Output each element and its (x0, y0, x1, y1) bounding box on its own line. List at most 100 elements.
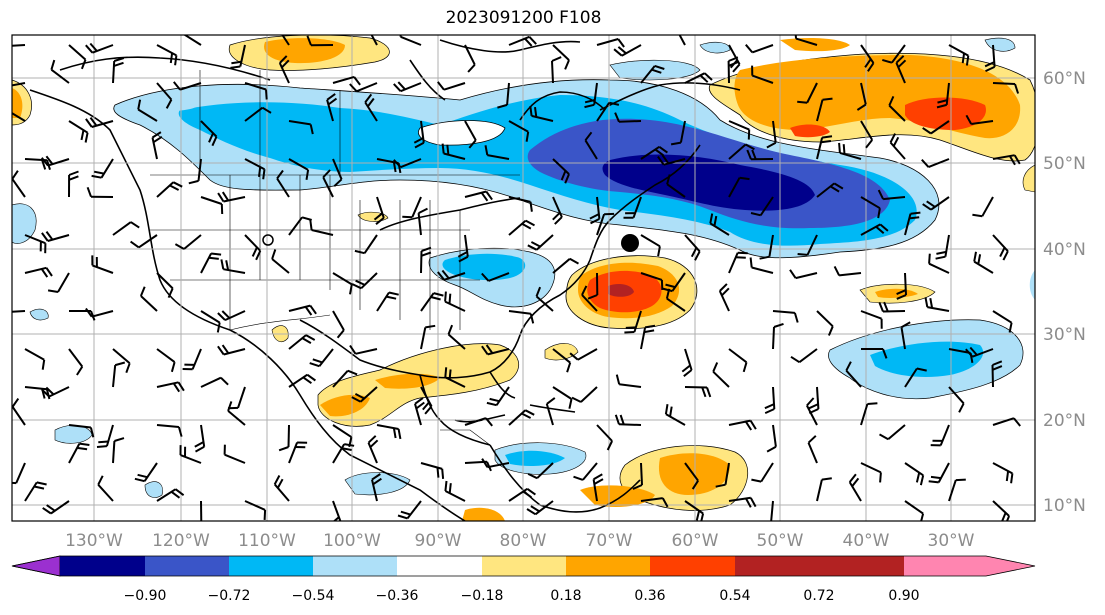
wind-barb-tick (664, 404, 669, 415)
wind-barb-staff (621, 44, 642, 57)
wind-barb-staff (12, 44, 26, 47)
wind-barb-staff (992, 234, 1009, 252)
wind-barb-staff (156, 424, 179, 428)
wind-barb-tick (480, 192, 489, 202)
wind-barb-tick (1008, 322, 1013, 333)
wind-barb-tick (192, 523, 201, 527)
wind-barb-tick (936, 103, 947, 109)
wind-barb-tick (211, 136, 218, 147)
wind-barb-tick (444, 291, 447, 302)
wind-barb-staff (414, 403, 422, 426)
wind-barb-tick (1005, 470, 1010, 482)
wind-barb-staff (411, 196, 422, 218)
wind-barb-staff (400, 35, 422, 46)
wind-barb-staff (930, 196, 950, 211)
wind-barb-staff (684, 348, 693, 371)
wind-barb-tick (842, 144, 846, 155)
wind-barb-tick (965, 55, 970, 66)
wind-barb-staff (593, 82, 598, 105)
wind-barb-staff (904, 500, 924, 515)
wind-barb-tick (751, 478, 762, 483)
wind-barb-tick (761, 523, 771, 526)
wind-barb-staff (751, 266, 774, 274)
lat-label-20n: 20°N (1043, 411, 1086, 431)
wind-barb-tick (217, 192, 225, 203)
wind-barb-tick (919, 475, 925, 486)
wind-barb-tick (910, 211, 921, 215)
wind-barb-staff (816, 386, 820, 410)
wind-barb-tick (922, 127, 932, 135)
wind-barb-staff (640, 327, 647, 350)
wind-barb-tick (305, 334, 316, 341)
wind-barb-staff (443, 272, 466, 281)
wind-barb-tick (806, 397, 815, 407)
wind-barb-tick (468, 139, 477, 149)
wind-barb-tick (402, 215, 413, 219)
wind-barb-staff (332, 443, 346, 464)
anomaly-region-right-edge-yellow (1022, 164, 1035, 193)
wind-barb-tick (444, 367, 448, 378)
wind-barb-staff (973, 260, 994, 274)
wind-barb-tick (217, 312, 226, 321)
wind-barb-staff (444, 490, 466, 502)
wind-barb-tick (527, 472, 538, 480)
wind-barb-tick (393, 159, 402, 168)
wind-barb-tick (327, 97, 338, 106)
wind-barb-tick (169, 52, 174, 64)
anomaly-region-w-atlantic-core (608, 284, 634, 297)
wind-barb-tick (414, 397, 424, 405)
lon-label-40w: 40°W (843, 531, 890, 551)
colorbar-label-9: 0.72 (803, 588, 834, 604)
wind-barb-staff (531, 114, 554, 122)
wind-barb-staff (596, 213, 606, 236)
wind-barb-tick (41, 388, 50, 398)
wind-barb-staff (151, 137, 158, 160)
wind-barb-tick (916, 367, 927, 372)
wind-barb-staff (406, 500, 422, 520)
wind-barb-staff (772, 424, 777, 447)
wind-barb-staff (200, 310, 221, 324)
wind-barb-tick (230, 65, 241, 69)
wind-barb-tick (231, 60, 242, 65)
wind-barb-staff (420, 462, 443, 470)
lon-label-90w: 90°W (415, 531, 462, 551)
wind-barb-tick (958, 402, 965, 413)
wind-barb-tick (177, 381, 185, 392)
wind-barb-staff (444, 376, 466, 388)
wind-barb-tick (309, 362, 320, 368)
wind-barb-staff (244, 158, 265, 171)
wind-barb-tick (644, 329, 655, 334)
colorbar-segment-6 (482, 556, 566, 576)
wind-barb-tick (281, 59, 290, 69)
wind-barb-tick (554, 216, 563, 225)
wind-barb-tick (339, 520, 341, 521)
wind-barb-staff (838, 272, 862, 277)
wind-barb-tick (749, 257, 753, 268)
wind-barb-staff (420, 292, 435, 312)
wind-barb-staff (665, 413, 686, 426)
wind-barb-staff (50, 68, 70, 84)
wind-barb-staff (816, 137, 824, 160)
wind-barb-staff (545, 403, 554, 426)
wind-barb-staff (684, 386, 708, 389)
wind-barb-tick (965, 348, 974, 358)
wind-barb-staff (888, 104, 906, 122)
gridlines (12, 35, 1035, 521)
wind-barb-tick (529, 105, 533, 117)
wind-barb-tick (130, 240, 140, 249)
wind-barb-tick (255, 250, 262, 261)
wind-barb-tick (45, 267, 53, 277)
wind-barb-staff (12, 82, 26, 87)
wind-barb-tick (169, 184, 180, 191)
wind-barb-tick (1009, 155, 1016, 166)
wind-barb-staff (889, 141, 906, 160)
wind-barb-tick (793, 312, 799, 323)
wind-barb-tick (0, 37, 3, 46)
wind-barb-staff (156, 348, 176, 363)
wind-barb-tick (564, 173, 570, 184)
anomaly-region-trop-atlantic-orange2 (580, 485, 655, 507)
wind-barb-tick (68, 175, 79, 181)
wind-barb-staff (12, 112, 26, 122)
wind-barb-tick (901, 321, 911, 329)
wind-barb-staff (47, 234, 70, 242)
